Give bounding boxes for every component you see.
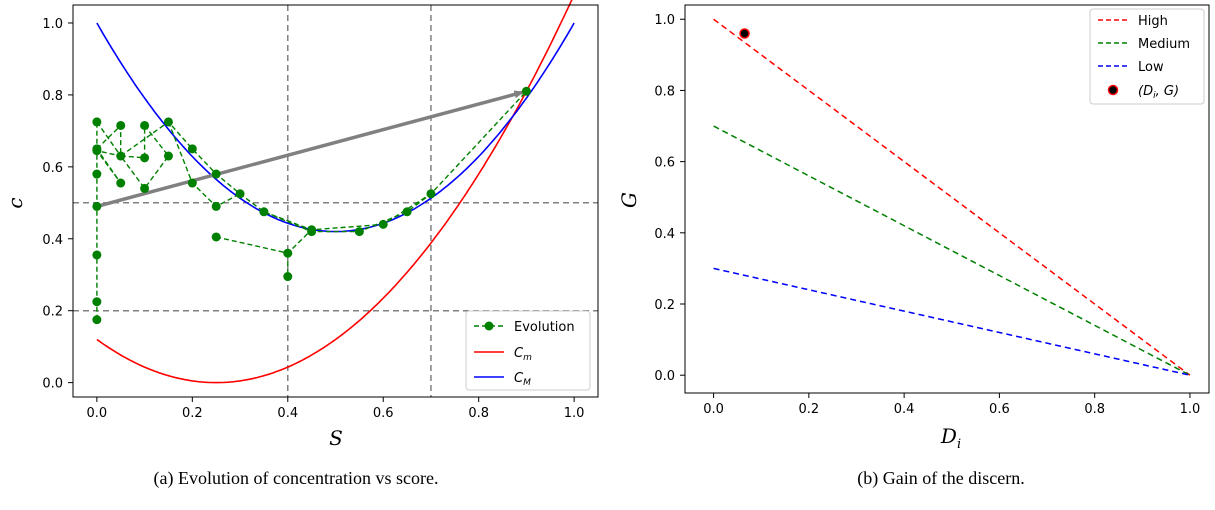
evolution-point — [378, 219, 388, 229]
gain-line-medium — [713, 125, 1191, 376]
x-ticks-b: 0.0 0.2 0.4 0.6 0.8 1.0 — [703, 393, 1200, 417]
y-tick-label: 1.0 — [42, 17, 63, 32]
evolution-segment — [216, 229, 313, 254]
legend-entry-point: (Di, G) — [1107, 84, 1179, 101]
evolution-point — [187, 178, 197, 188]
evolution-point — [211, 201, 221, 211]
evolution-point — [163, 117, 173, 127]
reference-lines — [73, 5, 598, 397]
chart-gain: 0.0 0.2 0.4 0.6 0.8 1.0 0.0 0.2 0.4 0.6 0.8 1.0 Di… — [617, 4, 1210, 452]
evolution-segment — [167, 121, 241, 208]
legend-label-medium: Medium — [1138, 37, 1190, 52]
evolution-point — [235, 189, 245, 199]
legend-entry-high: High — [1098, 14, 1168, 29]
y-tick-label: 1.0 — [654, 13, 675, 28]
y-tick-label: 0.2 — [654, 298, 675, 313]
evolution-point — [163, 151, 173, 161]
gain-lines — [713, 18, 1191, 376]
legend-a: Evolution Cm CM — [465, 310, 591, 391]
x-tick-label: 0.0 — [87, 406, 108, 421]
evolution-point — [92, 297, 102, 307]
evolution-point — [283, 272, 293, 282]
legend-label-point: (Di, G) — [1138, 84, 1179, 101]
x-tick-label: 0.8 — [1084, 402, 1105, 417]
x-tick-label: 0.2 — [799, 402, 820, 417]
x-axis-label-b: Di — [940, 424, 961, 452]
evolution-segment — [263, 193, 432, 231]
legend-label-evolution: Evolution — [514, 320, 575, 335]
legend-entry-evolution: Evolution — [474, 320, 575, 335]
arrow — [96, 90, 525, 209]
evolution-point — [92, 250, 102, 260]
y-tick-label: 0.8 — [42, 89, 63, 104]
gray-arrow — [96, 90, 525, 209]
evolution-point — [92, 201, 102, 211]
x-tick-label: 0.8 — [468, 406, 489, 421]
gain-line-high — [713, 18, 1191, 376]
evolution-point — [92, 315, 102, 325]
plot-frame-b — [684, 4, 1210, 394]
evolution-point — [140, 183, 150, 193]
evolution-point — [187, 144, 197, 154]
y-tick-label: 0.8 — [654, 84, 675, 99]
x-ticks-a: 0.0 0.2 0.4 0.6 0.8 1.0 — [87, 397, 585, 421]
evolution-point — [92, 169, 102, 179]
evolution-point — [354, 227, 364, 237]
evolution-point — [92, 117, 102, 127]
legend-entry-medium: Medium — [1098, 37, 1190, 52]
gain-marker — [739, 28, 750, 39]
x-tick-label: 0.6 — [989, 402, 1010, 417]
caption-a: (a) Evolution of concentration vs score. — [153, 468, 439, 488]
x-tick-label: 0.2 — [182, 406, 203, 421]
evolution-point — [259, 207, 269, 217]
y-ticks-a: 0.0 0.2 0.4 0.6 0.8 1.0 — [42, 17, 73, 392]
y-tick-label: 0.0 — [42, 377, 63, 392]
evolution-point — [140, 153, 150, 163]
legend-label-low: Low — [1138, 60, 1164, 75]
evolution-point — [402, 207, 412, 217]
evolution-point — [116, 151, 126, 161]
evolution-point — [116, 178, 126, 188]
legend-entry-low: Low — [1098, 60, 1164, 75]
plot-frame-a — [72, 4, 599, 398]
evolution-point — [426, 189, 436, 199]
evolution-point — [307, 225, 317, 235]
evolution-point — [92, 144, 102, 154]
evolution-point — [283, 248, 293, 258]
cm-curve — [96, 0, 573, 384]
legend-label-high: High — [1138, 14, 1168, 29]
evolution-series — [92, 86, 531, 325]
x-tick-label: 1.0 — [564, 406, 585, 421]
y-tick-label: 0.4 — [42, 233, 63, 248]
y-ticks-b: 0.0 0.2 0.4 0.6 0.8 1.0 — [654, 13, 685, 384]
x-tick-label: 0.4 — [894, 402, 915, 417]
evolution-point — [140, 120, 150, 130]
evolution-point — [521, 86, 531, 96]
gain-line-low — [713, 267, 1191, 376]
y-axis-label-b: G — [617, 192, 641, 208]
evolution-point — [211, 169, 221, 179]
evolution-point — [211, 232, 221, 242]
caption-b: (b) Gain of the discern. — [857, 468, 1025, 488]
y-tick-label: 0.6 — [654, 156, 675, 171]
x-axis-label-a: S — [329, 426, 343, 450]
gain-point — [739, 28, 750, 39]
evolution-point — [116, 120, 126, 130]
cM-curve — [96, 22, 575, 233]
x-tick-label: 0.0 — [703, 402, 724, 417]
x-tick-label: 0.4 — [277, 406, 298, 421]
y-tick-label: 0.6 — [42, 161, 63, 176]
chart-evolution: 0.0 0.2 0.4 0.6 0.8 1.0 0.00.20.40.60.81.0 S … — [3, 0, 599, 450]
y-tick-label: 0.2 — [42, 305, 63, 320]
evolution-segment — [96, 123, 170, 190]
y-tick-label: 0.4 — [654, 227, 675, 242]
evolution-segment — [120, 90, 527, 233]
x-tick-label: 1.0 — [1180, 402, 1201, 417]
y-tick-label: 0.0 — [654, 369, 675, 384]
y-axis-label-a: c — [3, 197, 27, 208]
legend-b: High Medium Low (Di, G) — [1089, 8, 1205, 105]
x-tick-label: 0.6 — [373, 406, 394, 421]
